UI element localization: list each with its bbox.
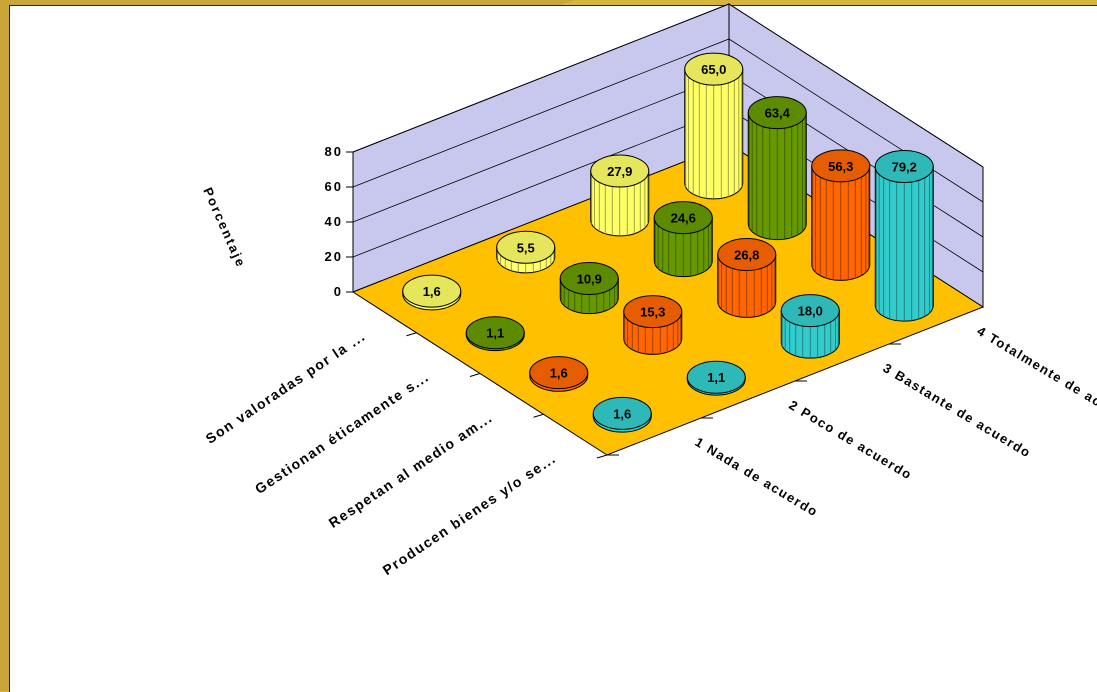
cylinder-top [592, 396, 652, 430]
cylinder-top [686, 360, 746, 394]
series-label: 2 Poco de acuerdo [786, 397, 915, 483]
cylinder-bar: 65,0 [684, 52, 744, 200]
cylinder-bar: 79,2 [874, 150, 934, 322]
data-label: 56,3 [828, 159, 853, 174]
category-tick [469, 373, 481, 377]
cylinder-top [874, 150, 934, 184]
data-label: 63,4 [765, 106, 791, 121]
category-tick [406, 332, 417, 337]
y-tick-label: 40 [325, 214, 343, 229]
y-tick-label: 20 [325, 249, 343, 264]
data-label: 26,8 [734, 247, 759, 262]
data-label: 1,6 [613, 406, 631, 421]
cylinder-bar: 24,6 [653, 201, 713, 278]
data-label: 10,9 [577, 272, 602, 287]
cylinder-bar: 10,9 [559, 262, 619, 315]
data-label: 1,6 [550, 366, 568, 381]
data-label: 5,5 [517, 240, 535, 255]
cylinder-top [717, 237, 777, 271]
category-tick [596, 454, 608, 459]
data-label: 18,0 [798, 304, 823, 319]
y-tick-label: 80 [325, 144, 343, 159]
cylinder-bar: 1,1 [465, 316, 525, 352]
cylinder-top [559, 262, 619, 296]
cylinder-top [590, 154, 650, 188]
cylinder-bar: 1,6 [402, 274, 462, 311]
cylinder-bar: 1,1 [686, 360, 746, 396]
gridline [352, 3, 984, 168]
series-label: 4 Totalmente de acuerdo [974, 323, 1097, 432]
data-label: 15,3 [640, 305, 665, 320]
cylinder-bar: 26,8 [717, 237, 777, 318]
cylinder-bar: 15,3 [623, 295, 683, 355]
cylinder-bar: 56,3 [811, 149, 871, 281]
cylinder-top [653, 201, 713, 235]
data-label: 1,1 [486, 326, 504, 341]
category-tick [533, 413, 544, 418]
cylinder-top [780, 294, 840, 328]
cylinder-top [747, 96, 807, 130]
cylinder-top [402, 274, 462, 308]
series-label: 1 Nada de acuerdo [692, 434, 821, 520]
cylinder-top [465, 316, 525, 350]
data-label: 1,1 [707, 370, 725, 385]
y-axis-title: Porcentaje [200, 185, 249, 270]
cylinder-top [684, 52, 744, 86]
cylinder-bar: 18,0 [780, 294, 840, 359]
cylinder-top [811, 149, 871, 183]
y-tick-label: 60 [325, 179, 343, 194]
gridline [352, 38, 984, 203]
cylinder-bar: 27,9 [590, 154, 650, 237]
cylinder-bar: 63,4 [747, 96, 807, 241]
series-label: 3 Bastante de acuerdo [880, 360, 1034, 461]
y-axis: 0 20 40 60 80 [325, 144, 353, 299]
data-label: 1,6 [423, 284, 441, 299]
cylinder-bar: 5,5 [496, 230, 556, 274]
cylinder-top [496, 230, 556, 264]
data-label: 79,2 [892, 160, 917, 175]
chart-cylinders: 65,0 63,4 56,3 79,2 27,9 24,6 26,8 18,0 5,5 10,9 1… [402, 52, 934, 433]
data-label: 24,6 [671, 211, 696, 226]
y-tick-label: 0 [334, 284, 343, 299]
data-label: 65,0 [701, 62, 726, 77]
cylinder-top [623, 295, 683, 329]
cylinder-bar: 1,6 [529, 356, 589, 392]
cylinder-top [529, 356, 589, 390]
cylinder-bar: 1,6 [592, 396, 652, 433]
data-label: 27,9 [607, 164, 632, 179]
